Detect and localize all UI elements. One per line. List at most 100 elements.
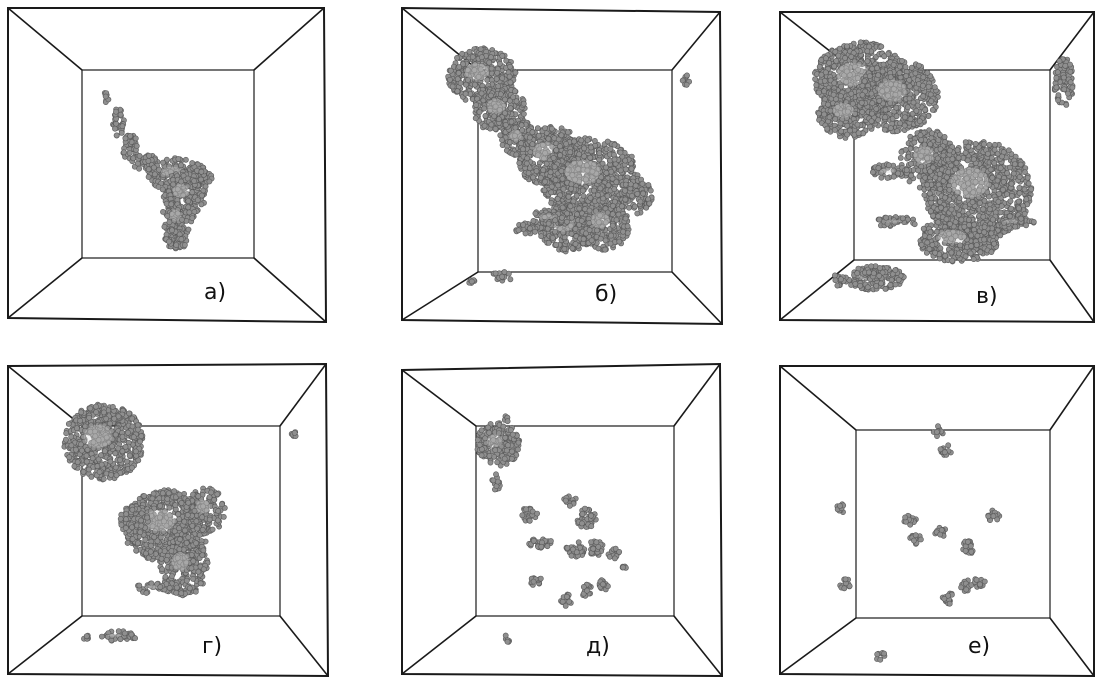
particle — [912, 70, 919, 77]
particle — [518, 122, 525, 129]
particle — [557, 143, 563, 150]
particle — [821, 88, 827, 95]
particle — [569, 245, 576, 252]
particle — [833, 58, 840, 64]
particle — [476, 109, 483, 115]
particle — [902, 114, 908, 121]
cluster-highlight — [833, 103, 854, 118]
particle — [487, 107, 493, 114]
particle — [552, 177, 559, 183]
particle — [113, 108, 119, 115]
particle — [608, 168, 615, 175]
particle — [592, 208, 599, 214]
box-depth-edge — [7, 7, 83, 71]
particle — [831, 80, 838, 86]
particle — [873, 106, 880, 112]
particle — [499, 75, 506, 81]
particle — [491, 113, 498, 120]
particle — [835, 52, 842, 59]
particle — [160, 172, 166, 178]
simulation-box-b — [401, 6, 724, 326]
particle — [572, 226, 579, 232]
particle — [574, 211, 580, 218]
particle — [198, 201, 205, 208]
particle — [581, 153, 587, 160]
particle — [918, 136, 925, 143]
particle — [520, 100, 527, 107]
particle — [915, 167, 922, 174]
particle — [826, 114, 833, 121]
particle — [931, 84, 938, 91]
particle — [887, 100, 893, 106]
particle — [627, 181, 634, 188]
particle — [935, 137, 942, 144]
particle — [637, 198, 644, 205]
particle — [847, 82, 854, 89]
particle — [620, 228, 626, 235]
particle — [117, 111, 124, 118]
box-depth-edge — [253, 257, 327, 323]
particle — [542, 125, 548, 131]
box-depth-edge — [671, 11, 721, 71]
particle — [634, 190, 641, 197]
particle — [834, 104, 841, 110]
particle — [492, 270, 499, 277]
particle — [166, 238, 172, 245]
particle — [821, 78, 828, 84]
particle — [507, 276, 514, 283]
particle — [570, 159, 577, 166]
particle — [136, 152, 143, 159]
particle — [464, 67, 471, 73]
particle — [639, 180, 646, 187]
particle — [492, 126, 499, 132]
particle — [1022, 169, 1028, 176]
particle — [520, 146, 526, 153]
box-frame — [401, 6, 724, 326]
particle — [902, 64, 909, 70]
particle — [512, 124, 519, 131]
particle — [640, 190, 646, 197]
particle — [868, 118, 875, 125]
particle — [861, 78, 868, 85]
particle — [488, 54, 494, 61]
particle — [916, 118, 923, 124]
particle — [818, 71, 825, 78]
particle — [869, 65, 876, 72]
particle — [823, 55, 829, 62]
particle — [919, 82, 926, 89]
particle — [548, 189, 555, 196]
particle — [449, 83, 456, 90]
particle — [534, 125, 541, 132]
particle — [609, 175, 616, 182]
particle — [515, 227, 522, 234]
particle — [532, 228, 538, 235]
particle — [478, 90, 485, 97]
particle — [541, 187, 548, 193]
particle — [499, 53, 506, 59]
particle — [565, 193, 572, 200]
particle — [545, 239, 552, 246]
particle — [540, 155, 547, 162]
particle — [538, 233, 545, 240]
particle — [859, 82, 866, 89]
particle — [842, 55, 848, 61]
particle — [831, 63, 838, 70]
simulation-box-a — [7, 7, 328, 324]
particle — [166, 219, 173, 226]
particle — [174, 186, 181, 193]
particle — [595, 165, 602, 172]
particle — [466, 48, 473, 55]
particle — [880, 61, 887, 68]
particle — [526, 134, 533, 141]
particle — [645, 182, 652, 188]
particle — [156, 166, 162, 173]
particle — [596, 150, 603, 157]
particle — [838, 83, 845, 90]
particle — [568, 230, 575, 237]
particle — [185, 204, 192, 211]
particle — [611, 156, 618, 163]
particle — [163, 156, 170, 163]
particle — [573, 192, 580, 199]
particle — [836, 45, 843, 52]
particle — [590, 187, 597, 194]
